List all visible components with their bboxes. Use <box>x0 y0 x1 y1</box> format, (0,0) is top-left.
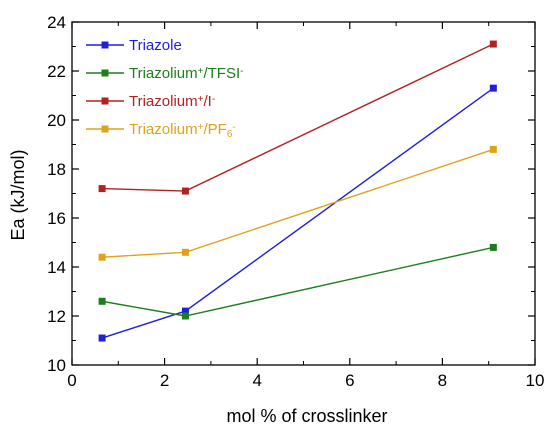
data-point <box>98 185 106 193</box>
data-point <box>181 187 189 195</box>
y-axis-title: Ea (kJ/mol) <box>8 149 28 240</box>
legend-marker <box>101 97 109 105</box>
x-tick-label: 0 <box>67 371 76 390</box>
data-point <box>181 307 189 315</box>
x-tick-label: 10 <box>526 371 545 390</box>
legend-label: Triazolium+/PF6- <box>129 121 236 140</box>
y-tick-label: 12 <box>47 307 66 326</box>
data-point <box>489 145 497 153</box>
data-point <box>98 334 106 342</box>
legend-label: Triazolium+/TFSI- <box>129 65 243 82</box>
legend-marker <box>101 125 109 133</box>
x-tick-label: 2 <box>160 371 169 390</box>
series-line <box>101 246 494 317</box>
legend-marker <box>101 41 109 49</box>
legend-marker <box>101 69 109 77</box>
x-tick-label: 6 <box>345 371 354 390</box>
x-tick-label: 4 <box>252 371 261 390</box>
data-point <box>181 248 189 256</box>
data-point <box>98 297 106 305</box>
legend-label: Triazole <box>129 37 182 54</box>
data-point <box>489 84 497 92</box>
y-tick-label: 20 <box>47 111 66 130</box>
data-point <box>181 312 189 320</box>
legend-label: Triazolium+/I- <box>129 93 215 110</box>
x-axis-title: mol % of crosslinker <box>226 406 387 426</box>
series-line <box>102 148 494 258</box>
y-tick-label: 10 <box>47 356 66 375</box>
data-point <box>489 40 497 48</box>
y-tick-label: 14 <box>47 258 66 277</box>
y-tick-label: 22 <box>47 62 66 81</box>
y-tick-label: 24 <box>47 13 66 32</box>
x-tick-label: 8 <box>438 371 447 390</box>
data-point <box>98 253 106 261</box>
data-point <box>489 243 497 251</box>
y-tick-label: 18 <box>47 160 66 179</box>
y-tick-label: 16 <box>47 209 66 228</box>
